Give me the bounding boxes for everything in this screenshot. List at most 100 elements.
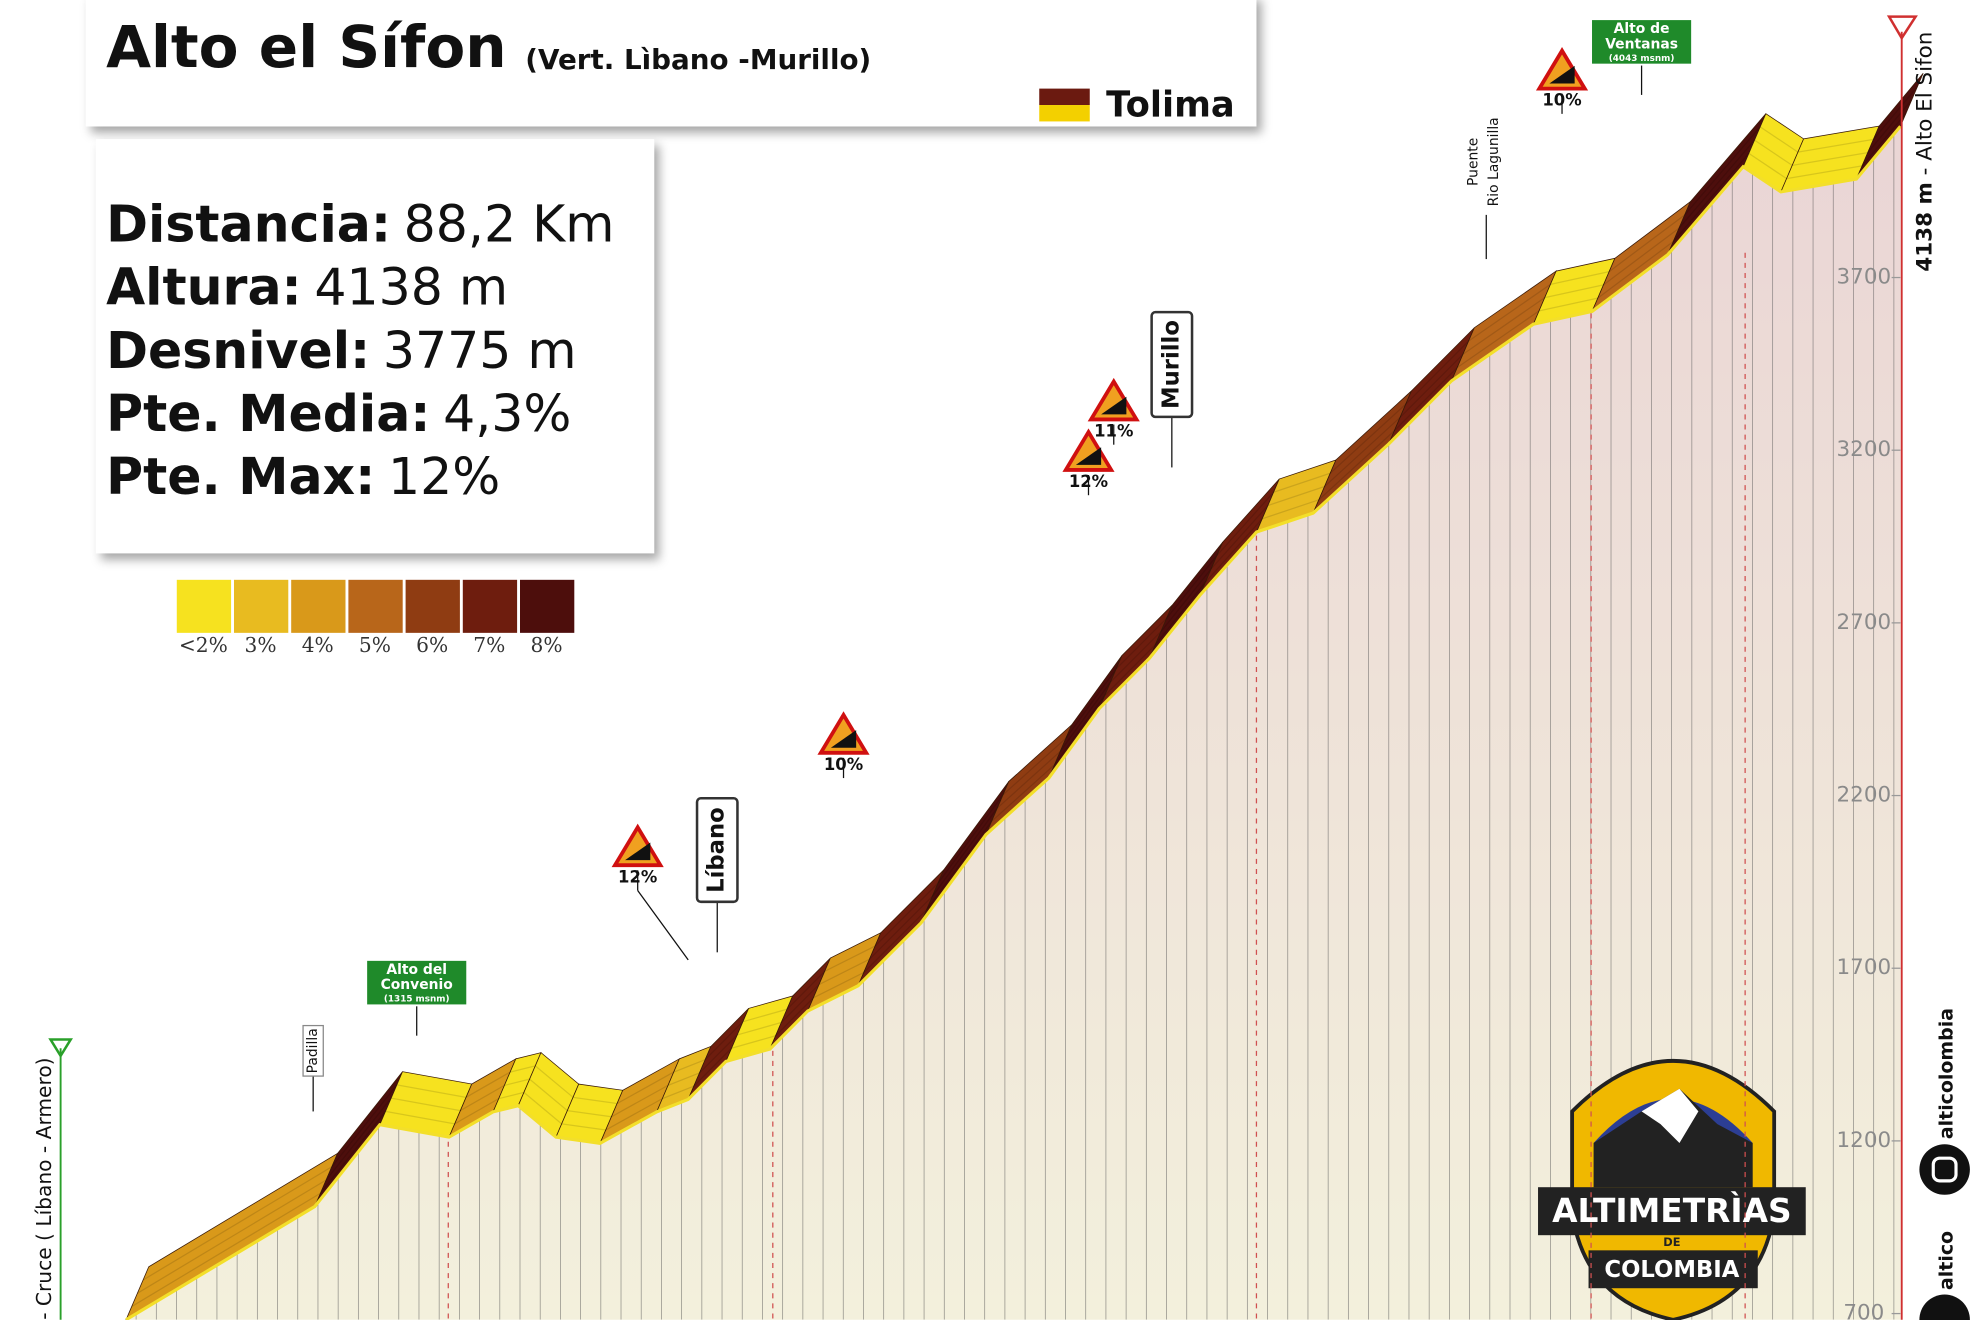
ribbon-stripe <box>1115 617 1168 670</box>
ribbon-stripe <box>1329 403 1407 474</box>
ribbon-stripe <box>1456 310 1540 369</box>
ribbon-stripe <box>1672 152 1750 242</box>
ribbon-stripe <box>737 1021 782 1036</box>
social-handle: altico <box>1936 1231 1958 1290</box>
ribbon-stripe <box>465 1071 511 1098</box>
ribbon-stripe <box>1154 581 1207 646</box>
social-icon <box>1919 1294 1970 1320</box>
ribbon-stripe <box>319 1111 386 1194</box>
legend-label: <2% <box>179 633 228 657</box>
instagram-icon <box>1919 1144 1970 1195</box>
ribbon-stripe <box>731 1035 776 1049</box>
ribbon-stripe <box>1399 353 1464 418</box>
ribbon-stripe <box>1786 165 1863 180</box>
end-label-part: 4138 m <box>1913 182 1938 272</box>
instagram-glyph <box>1931 1156 1958 1183</box>
ribbon-stripe <box>572 1096 618 1105</box>
social-handle: alticolombia <box>1936 1008 1958 1139</box>
chart-subtitle: (Vert. Lìbano -Murillo) <box>525 43 871 76</box>
place-box <box>302 1024 324 1077</box>
summit-elevation: (1315 msnm) <box>384 995 450 1005</box>
stat-label: Pte. Media: <box>106 383 430 442</box>
ribbon-stripe <box>1684 126 1761 216</box>
ribbon-stripe <box>1002 737 1067 796</box>
ribbon-stripe <box>1468 283 1551 342</box>
grade-label: 12% <box>618 867 657 886</box>
ribbon-stripe <box>996 750 1061 809</box>
ribbon-stripe <box>391 1097 461 1112</box>
y-tick-label: 2200 <box>1837 783 1892 808</box>
ribbon-stripe <box>868 896 933 960</box>
ribbon-stripe <box>1065 668 1117 739</box>
ribbon-stripe <box>699 1034 738 1074</box>
ribbon-stripe <box>616 1071 675 1105</box>
start-marker <box>48 1038 73 1059</box>
ribbon-stripe <box>1205 518 1263 583</box>
legend-swatch <box>291 579 346 633</box>
end-marker <box>1886 15 1918 41</box>
ribbon-stripe <box>1318 430 1395 501</box>
ribbon-stripe <box>824 945 876 972</box>
y-tick-label: 1700 <box>1837 955 1892 980</box>
summit-elevation: (4043 msnm) <box>1609 54 1675 64</box>
stat-value: 12% <box>388 447 500 506</box>
ribbon-stripe <box>131 1192 321 1308</box>
summit-label: Convenio <box>381 977 453 993</box>
ribbon-stripe <box>1324 417 1401 488</box>
stat: Pte. Max: 12% <box>106 447 500 506</box>
ribbon-stripe <box>1603 227 1680 286</box>
logo-mountain <box>1593 1088 1753 1188</box>
ribbon-stripe <box>693 1047 733 1087</box>
ribbon-stripe <box>1267 485 1325 507</box>
ribbon-stripe <box>331 1084 398 1168</box>
ribbon-stripe <box>1550 270 1610 285</box>
summit-label: Alto de <box>1614 21 1670 37</box>
town-label-box <box>1150 310 1194 419</box>
ribbon-stripe <box>567 1109 612 1118</box>
ribbon-stripe <box>704 1021 744 1061</box>
stat-value: 3775 m <box>383 320 577 379</box>
y-tick-label: 700 <box>1843 1301 1884 1320</box>
ribbon-stripe <box>991 764 1055 822</box>
ribbon-stripe <box>780 984 820 1023</box>
grade-label: 10% <box>1542 91 1581 110</box>
logo-band <box>1538 1187 1806 1236</box>
ribbon-stripe <box>1462 297 1546 355</box>
legend-swatch <box>405 579 460 633</box>
ribbon-stripe <box>529 1078 568 1112</box>
ribbon-stripe <box>1110 631 1162 683</box>
place-label: Padilla <box>305 1028 321 1073</box>
ribbon-stripe <box>1759 126 1799 153</box>
legend-label: 6% <box>416 633 448 657</box>
ribbon-stripe <box>1166 555 1218 619</box>
ribbon-stripe <box>1867 99 1913 153</box>
ribbon-stripe <box>786 970 826 1010</box>
ribbon-stripe <box>1792 151 1868 166</box>
stat: Altura: 4138 m <box>106 257 508 316</box>
logo-band2 <box>1588 1250 1758 1289</box>
stat-value: 4138 m <box>314 257 508 316</box>
ribbon-stripe <box>142 1166 333 1281</box>
start-label: - Cruce ( Líbano - Armero) <box>32 1057 56 1319</box>
ribbon-stripe <box>775 997 814 1037</box>
town-label-box <box>695 797 739 904</box>
ribbon-stripe <box>1608 214 1686 273</box>
ribbon-stripe <box>561 1123 606 1131</box>
ribbon-stripe <box>1754 139 1793 166</box>
ribbon-stripe <box>818 958 870 986</box>
ribbon-stripe <box>1104 644 1156 696</box>
stat: Pte. Media: 4,3% <box>106 383 571 442</box>
ribbon-stripe <box>1748 152 1787 180</box>
end-label: 4138 m - Alto El Sifon <box>1913 32 1938 272</box>
stat-value: 4,3% <box>443 383 571 442</box>
legend-label: 7% <box>473 633 505 657</box>
stat-label: Pte. Max: <box>106 447 375 506</box>
logo-de: DE <box>1663 1235 1680 1249</box>
ribbon-stripe <box>504 1078 530 1086</box>
y-tick-label: 3200 <box>1837 437 1892 462</box>
ribbon-stripe <box>1393 367 1458 432</box>
ribbon-stripe <box>1872 86 1918 140</box>
